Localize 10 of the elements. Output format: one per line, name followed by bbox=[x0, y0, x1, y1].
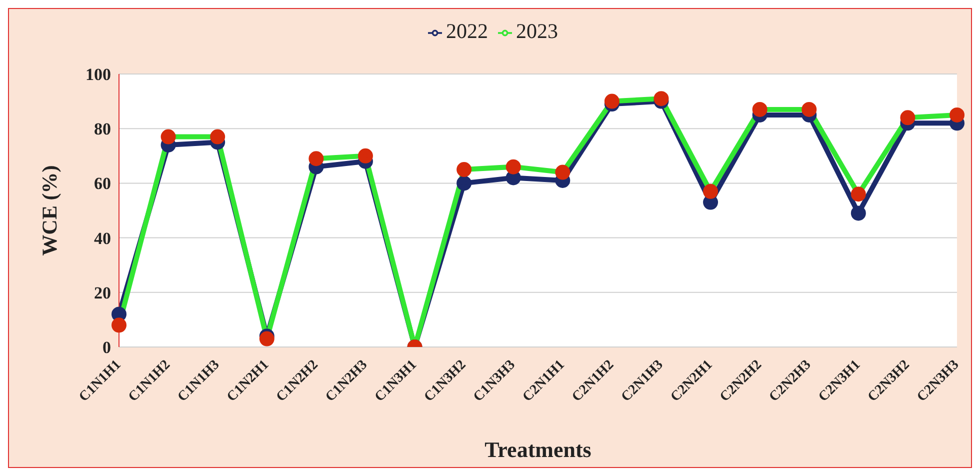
y-tick-label: 0 bbox=[102, 338, 111, 358]
legend-label: 2023 bbox=[516, 19, 558, 43]
y-tick-label: 40 bbox=[94, 228, 111, 248]
y-tick-label: 80 bbox=[94, 120, 111, 139]
x-axis-title: Treatments bbox=[484, 437, 592, 462]
y-axis-title: WCE (%) bbox=[37, 165, 62, 256]
y-tick-label: 60 bbox=[94, 174, 111, 194]
legend-label: 2022 bbox=[446, 19, 488, 43]
y-tick-label: 20 bbox=[94, 283, 111, 302]
y-tick-label: 100 bbox=[86, 65, 111, 84]
